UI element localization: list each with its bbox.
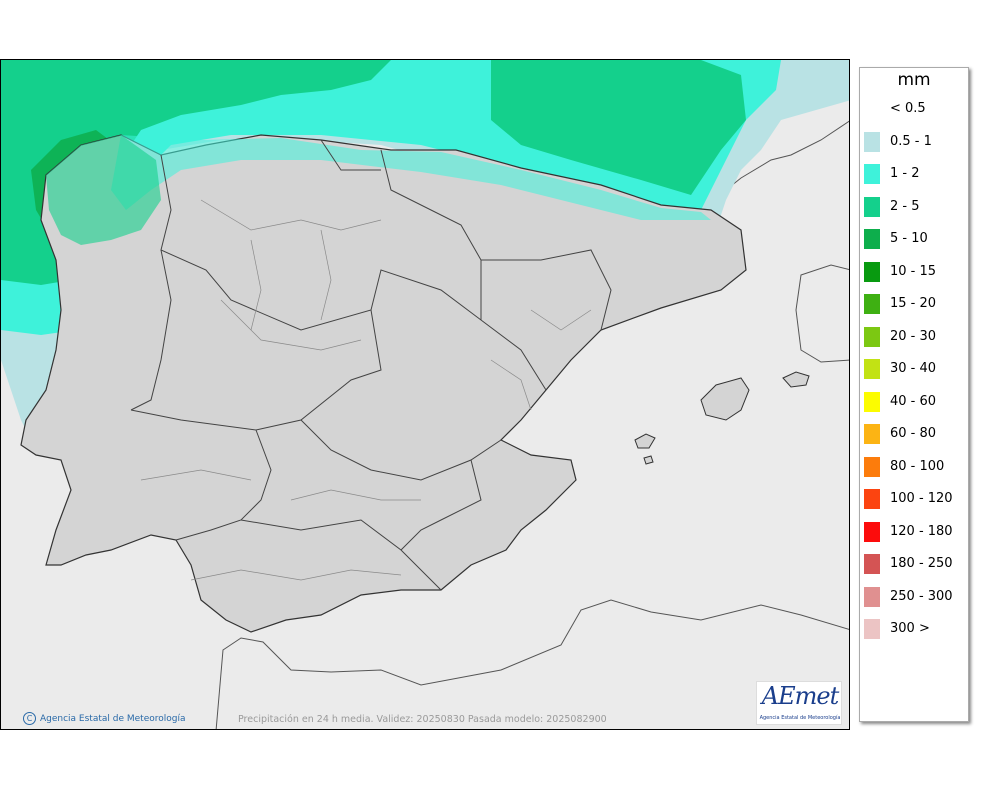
map-caption: Precipitación en 24 h media. Validez: 20… — [238, 714, 607, 725]
legend-label: 40 - 60 — [890, 393, 937, 409]
legend-item: 40 - 60 — [864, 391, 968, 413]
aemet-logo: AEmet Agencia Estatal de Meteorología — [756, 681, 842, 725]
attribution: C Agencia Estatal de Meteorología — [23, 712, 186, 725]
iberia-land — [20, 134, 747, 633]
legend-item: 100 - 120 — [864, 488, 968, 510]
legend-label: 2 - 5 — [890, 198, 920, 214]
province-borders — [140, 199, 592, 581]
legend-item: 0.5 - 1 — [864, 131, 968, 153]
copyright-icon: C — [23, 712, 36, 725]
legend-label: 1 - 2 — [890, 166, 920, 181]
legend-label: 0.5 - 1 — [890, 133, 932, 149]
sardinia-land — [795, 264, 849, 363]
legend-swatch — [864, 326, 880, 347]
legend-item: 120 - 180 — [864, 521, 968, 543]
legend-swatch — [864, 229, 880, 249]
menorca-island — [782, 371, 810, 388]
legend-item: 2 - 5 — [864, 196, 968, 218]
legend-item: 300 > — [864, 618, 968, 640]
precip-north-coast — [111, 135, 711, 220]
legend-label: 300 > — [890, 621, 930, 636]
legend-swatch — [864, 489, 880, 509]
legend-swatch — [864, 554, 880, 574]
legend-label: 100 - 120 — [890, 491, 953, 506]
mallorca-island — [700, 377, 750, 421]
precip-2-5 — [1, 60, 746, 285]
map-canvas — [1, 60, 849, 729]
legend-item: 250 - 300 — [864, 586, 968, 608]
legend-label: < 0.5 — [890, 101, 926, 116]
precipitation-legend: mm < 0.5 0.5 - 1 1 - 2 2 - 5 5 - 10 10 - 15 15… — [859, 67, 969, 722]
legend-item: < 0.5 — [864, 98, 968, 120]
legend-swatch — [864, 456, 880, 477]
legend-label: 180 - 250 — [890, 556, 953, 571]
legend-label: 30 - 40 — [890, 361, 937, 376]
legend-swatch — [864, 391, 880, 412]
logo-subtitle: Agencia Estatal de Meteorología — [759, 715, 841, 721]
legend-title: mm — [897, 70, 931, 90]
legend-label: 250 - 300 — [890, 588, 953, 604]
legend-swatch — [864, 131, 880, 152]
region-borders — [130, 139, 612, 591]
legend-label: 10 - 15 — [890, 263, 937, 279]
legend-item: 5 - 10 — [864, 228, 968, 250]
africa-land — [215, 599, 849, 729]
legend-label: 120 - 180 — [890, 523, 953, 539]
legend-label: 15 - 20 — [890, 296, 937, 311]
legend-item: 30 - 40 — [864, 358, 968, 380]
legend-swatch — [864, 196, 880, 217]
attribution-text: Agencia Estatal de Meteorología — [40, 713, 186, 724]
precip-galicia — [46, 135, 161, 245]
legend-item: 1 - 2 — [864, 163, 968, 185]
legend-swatch — [864, 424, 880, 444]
legend-label: 60 - 80 — [890, 426, 937, 441]
legend-swatch — [864, 619, 880, 639]
legend-label: 20 - 30 — [890, 328, 937, 344]
legend-swatch — [864, 521, 880, 542]
legend-label: 80 - 100 — [890, 458, 945, 474]
legend-item: 60 - 80 — [864, 423, 968, 445]
legend-item: 15 - 20 — [864, 293, 968, 315]
legend-swatch — [864, 164, 880, 184]
ibiza-island — [634, 433, 656, 449]
legend-swatch — [864, 261, 880, 282]
legend-item: 80 - 100 — [864, 456, 968, 478]
legend-swatch — [864, 99, 880, 119]
legend-item: 10 - 15 — [864, 261, 968, 283]
legend-swatch — [864, 359, 880, 379]
legend-label: 5 - 10 — [890, 231, 928, 246]
logo-wordmark: AEmet — [761, 682, 839, 710]
legend-swatch — [864, 586, 880, 607]
legend-item: 180 - 250 — [864, 553, 968, 575]
formentera-island — [643, 455, 654, 465]
legend-swatch — [864, 294, 880, 314]
precipitation-map: C Agencia Estatal de Meteorología Precip… — [0, 59, 850, 730]
legend-item: 20 - 30 — [864, 326, 968, 348]
